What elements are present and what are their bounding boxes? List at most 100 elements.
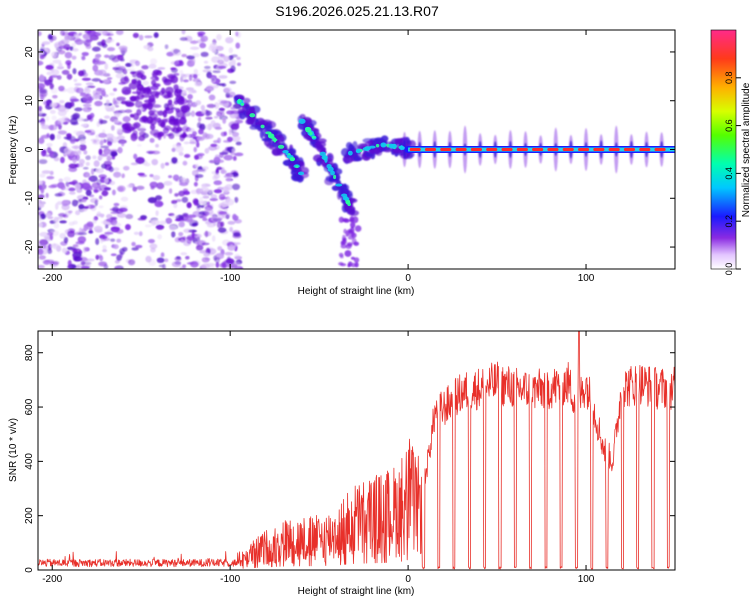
- spectrogram-cell: [342, 234, 346, 242]
- spectrogram-cell: [49, 74, 59, 78]
- spectrogram-cell: [229, 80, 237, 84]
- spectrogram-cell: [86, 221, 94, 228]
- spectrogram-cell: [116, 254, 122, 262]
- spectrogram-cell: [150, 220, 156, 226]
- spectrogram-cell: [65, 60, 72, 66]
- spectrogram-cell: [345, 230, 349, 237]
- spectrogram-hot-cell: [327, 166, 334, 172]
- spectrogram-cell: [194, 234, 201, 241]
- spectrogram-cell: [95, 238, 100, 245]
- spectrogram-cell: [152, 174, 161, 181]
- spectrogram-cell: [339, 254, 344, 259]
- spectrogram-cell: [192, 131, 197, 136]
- spectrogram-hot-cell: [249, 113, 256, 118]
- spectrogram-cell: [141, 65, 149, 70]
- spectrogram-cell: [130, 60, 135, 68]
- spectrogram-cell: [214, 257, 220, 264]
- spectrogram-cell: [177, 97, 185, 106]
- spectrogram-cell: [147, 102, 153, 110]
- spectrogram-cell: [144, 162, 151, 167]
- spectrogram-cell: [231, 135, 241, 142]
- spectrogram-cell: [48, 184, 57, 189]
- spectrogram-cell: [115, 30, 124, 36]
- spectrogram-cell: [112, 189, 116, 196]
- spectrogram-cell: [78, 227, 83, 235]
- spectrogram-cell: [125, 214, 134, 220]
- spectrogram-cell: [66, 265, 72, 269]
- spectrogram-cell: [216, 159, 225, 164]
- spectrogram-cell: [105, 99, 110, 105]
- spectrogram-cell: [158, 90, 164, 96]
- spectrogram-cell: [133, 153, 138, 160]
- spectrogram-cell: [56, 245, 62, 252]
- spectrogram-cell: [137, 144, 142, 147]
- spectrogram-cell: [103, 94, 109, 98]
- spectrogram-cell: [72, 220, 78, 225]
- snr-panel: -200 -100 0 100 0 200 400 600 800 Height of str…: [8, 330, 676, 597]
- spectrogram-cell: [217, 65, 227, 69]
- spectrogram-cell: [82, 166, 89, 170]
- spectrogram-cell: [129, 95, 137, 102]
- spectrogram-cell: [83, 205, 89, 210]
- spectrogram-cell: [64, 35, 71, 40]
- spectrogram-cell: [209, 197, 219, 202]
- spectrogram-cell: [81, 51, 89, 57]
- spectrogram-hot-cell: [273, 137, 277, 143]
- spectrogram-cell: [190, 46, 200, 50]
- spectrogram-hot-cell: [240, 102, 245, 106]
- spectrogram-cell: [51, 87, 58, 94]
- spectrogram-cell: [137, 217, 147, 221]
- spectrogram-cell: [156, 257, 165, 264]
- spectrogram-cell: [105, 224, 109, 229]
- spectrogram-cell: [117, 146, 123, 154]
- spectrogram-cell: [217, 59, 225, 65]
- spectrogram-cell: [121, 173, 125, 179]
- spectrogram-cell: [46, 176, 55, 180]
- spectrogram-cell: [205, 87, 213, 91]
- spectrogram-cell: [73, 130, 79, 134]
- spectrogram-cell: [77, 236, 87, 243]
- spectrogram-cell: [150, 58, 158, 65]
- spectrogram-cell: [52, 261, 60, 266]
- spectrogram-cell: [197, 116, 202, 122]
- snr-y-axis: 0 200 400 600 800: [24, 344, 675, 573]
- snr-y-label: SNR (10 * v/v): [8, 418, 19, 482]
- spectrogram-cell: [83, 261, 92, 265]
- spectrogram-cell: [93, 225, 103, 232]
- spectrogram-hot-cell: [309, 131, 313, 136]
- spectrogram-cell: [38, 184, 43, 191]
- spectrogram-cell: [44, 79, 51, 87]
- spectrogram-cell: [171, 231, 176, 238]
- spectrogram-cell: [100, 220, 110, 225]
- spectrogram-cell: [352, 216, 359, 224]
- spectrogram-cell: [202, 166, 209, 171]
- spectrogram-cell: [233, 253, 241, 260]
- spectrogram-cell: [223, 131, 228, 136]
- spectrogram-cell: [47, 232, 54, 236]
- spectrogram-cell: [57, 130, 67, 135]
- spectrogram-cell: [149, 129, 160, 136]
- spectrogram-cell: [223, 154, 234, 161]
- spectrogram-cell: [185, 87, 194, 91]
- spectrogram-cell: [191, 231, 195, 239]
- spectrogram-hot-cell: [305, 126, 312, 133]
- spectrogram-cell: [118, 207, 128, 213]
- spectrogram-cell: [73, 256, 81, 262]
- spectrogram-cell: [160, 162, 165, 169]
- y-tick-label: -20: [24, 239, 35, 254]
- spectrogram-cell: [217, 186, 223, 191]
- spectrogram-cell: [38, 180, 43, 186]
- spectrogram-cell: [146, 116, 154, 124]
- spectrogram-cell: [188, 74, 193, 82]
- spectrogram-cell: [142, 103, 149, 110]
- snr-x-axis: -200 -100 0 100: [42, 331, 595, 585]
- spectrogram-cell: [196, 187, 201, 195]
- spectrogram-cell: [62, 187, 70, 191]
- spectrogram-cell: [42, 149, 47, 154]
- spectrogram-cell: [212, 70, 221, 74]
- spectrogram-cell: [157, 234, 163, 240]
- spectrogram-cell: [224, 251, 234, 256]
- spectrogram-cell: [185, 255, 190, 260]
- spectrogram-cell: [46, 146, 52, 154]
- spectrogram-cell: [182, 131, 187, 139]
